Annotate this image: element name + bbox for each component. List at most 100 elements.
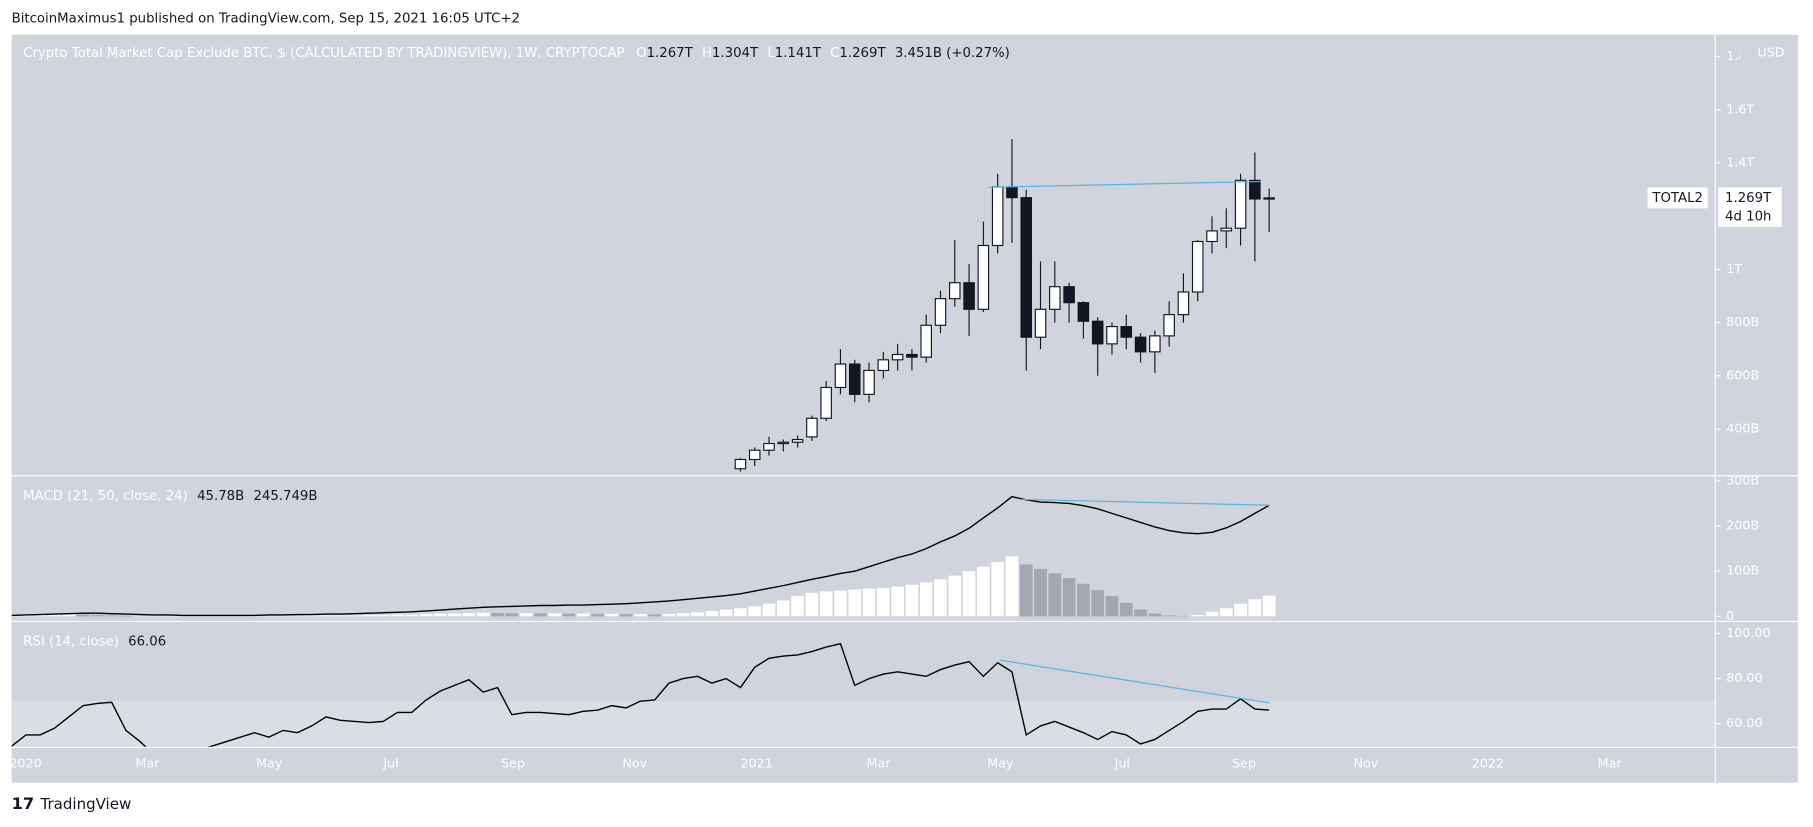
candle-body bbox=[763, 442, 775, 451]
candle-body bbox=[1177, 291, 1190, 316]
histogram-bar bbox=[776, 600, 790, 617]
histogram-bar bbox=[419, 614, 433, 617]
candle-body bbox=[1206, 230, 1218, 243]
histogram-bar bbox=[919, 582, 933, 617]
y-tick-label: 1.4T bbox=[1726, 155, 1754, 170]
histogram-bar bbox=[1062, 577, 1076, 617]
histogram-bar bbox=[905, 584, 919, 617]
y-tick-label: 200B bbox=[1726, 518, 1759, 533]
y-tick-label: 800B bbox=[1726, 314, 1759, 329]
histogram-bar bbox=[476, 612, 490, 617]
histogram-bar bbox=[105, 615, 119, 617]
candle-body bbox=[1120, 325, 1133, 338]
histogram-bar bbox=[1148, 613, 1162, 617]
candle-body bbox=[1106, 325, 1118, 345]
histogram-bar bbox=[33, 614, 47, 617]
chart-background bbox=[11, 34, 1798, 783]
ohlc-key: L bbox=[767, 46, 775, 61]
histogram-bar bbox=[91, 614, 104, 617]
x-tick-label: 2022 bbox=[1472, 756, 1504, 771]
histogram-bar bbox=[319, 615, 333, 617]
histogram-bar bbox=[591, 613, 604, 617]
histogram-bar bbox=[534, 613, 547, 617]
x-tick-label: Jul bbox=[1114, 756, 1130, 771]
candle-body bbox=[1263, 197, 1275, 200]
x-tick-label: May bbox=[987, 756, 1014, 771]
publisher: BitcoinMaximus1 published on TradingView… bbox=[12, 11, 520, 26]
ohlc-value: 1.267T bbox=[647, 46, 694, 61]
histogram-bar bbox=[405, 614, 419, 617]
y-tick-label: 60.00 bbox=[1726, 715, 1762, 730]
candle-body bbox=[877, 359, 890, 372]
price-tag bbox=[1718, 187, 1782, 227]
histogram-bar bbox=[834, 590, 847, 617]
ohlc-value: 1.141T bbox=[775, 46, 822, 61]
x-tick-label: 2021 bbox=[740, 756, 772, 771]
histogram-bar bbox=[376, 614, 390, 617]
candle-body bbox=[806, 417, 818, 438]
histogram-bar bbox=[1262, 595, 1276, 617]
candle-body bbox=[1063, 286, 1075, 304]
histogram-bar bbox=[662, 614, 676, 617]
histogram-bar bbox=[805, 592, 819, 617]
histogram-bar bbox=[1191, 614, 1205, 617]
candle-body bbox=[1034, 308, 1047, 338]
ohlc-value: 1.269T bbox=[839, 46, 886, 61]
candle-body bbox=[920, 324, 932, 358]
tradingview-logo: 17 TradingView bbox=[12, 794, 132, 813]
symbol-tag bbox=[1647, 187, 1708, 209]
candle-body bbox=[1077, 302, 1090, 322]
histogram-bar bbox=[333, 615, 347, 617]
candle-body bbox=[1234, 179, 1247, 229]
histogram-bar bbox=[1219, 608, 1233, 617]
histogram-bar bbox=[619, 614, 633, 617]
candle-body bbox=[734, 458, 747, 470]
y-tick-label: 300B bbox=[1726, 472, 1759, 487]
indicator-value: 245.749B bbox=[253, 489, 317, 504]
brand: TradingView bbox=[40, 795, 132, 813]
x-tick-label: Sep bbox=[501, 756, 525, 771]
y-tick-label: 1.6T bbox=[1726, 101, 1754, 116]
histogram-bar bbox=[991, 562, 1005, 617]
candle-body bbox=[777, 441, 790, 445]
x-tick-label: May bbox=[256, 756, 283, 771]
histogram-bar bbox=[791, 596, 804, 617]
histogram-bar bbox=[862, 588, 876, 617]
histogram-bar bbox=[305, 615, 319, 617]
title: MACD (21, 50, close, 24) bbox=[23, 489, 188, 504]
y-tick-label: 0 bbox=[1726, 608, 1734, 623]
candle-body bbox=[1220, 227, 1233, 232]
histogram-bar bbox=[1234, 603, 1247, 617]
logo-mark: 17 bbox=[12, 794, 35, 813]
histogram-bar bbox=[605, 613, 619, 617]
candle-body bbox=[1134, 336, 1147, 353]
histogram-bar bbox=[519, 613, 533, 617]
y-tick-label: 80.00 bbox=[1726, 670, 1762, 685]
candle-body bbox=[1191, 240, 1204, 293]
histogram-bar bbox=[705, 610, 719, 617]
histogram-bar bbox=[348, 615, 361, 617]
histogram-bar bbox=[62, 614, 76, 617]
candle-body bbox=[1149, 335, 1161, 353]
title: RSI (14, close) bbox=[23, 635, 119, 650]
indicator-value: 66.06 bbox=[128, 635, 166, 650]
histogram-bar bbox=[448, 613, 461, 617]
change: 3.451B (+0.27%) bbox=[895, 46, 1010, 61]
histogram-bar bbox=[1205, 611, 1219, 617]
candle-body bbox=[1163, 314, 1175, 337]
histogram-bar bbox=[1134, 609, 1147, 617]
trendline bbox=[988, 180, 1261, 188]
candle-body bbox=[834, 363, 847, 389]
trendline bbox=[1000, 659, 1270, 704]
ohlc-key: C bbox=[830, 46, 839, 61]
candle-body bbox=[949, 282, 961, 300]
histogram-bar bbox=[1248, 599, 1262, 617]
ohlc-key: H bbox=[702, 46, 712, 61]
histogram-bar bbox=[48, 614, 61, 617]
title: Crypto Total Market Cap Exclude BTC, $ (… bbox=[23, 46, 624, 61]
rsi-line bbox=[11, 642, 1270, 747]
candle-body bbox=[848, 363, 861, 395]
histogram-bar bbox=[934, 579, 947, 617]
histogram-bar bbox=[691, 612, 704, 617]
